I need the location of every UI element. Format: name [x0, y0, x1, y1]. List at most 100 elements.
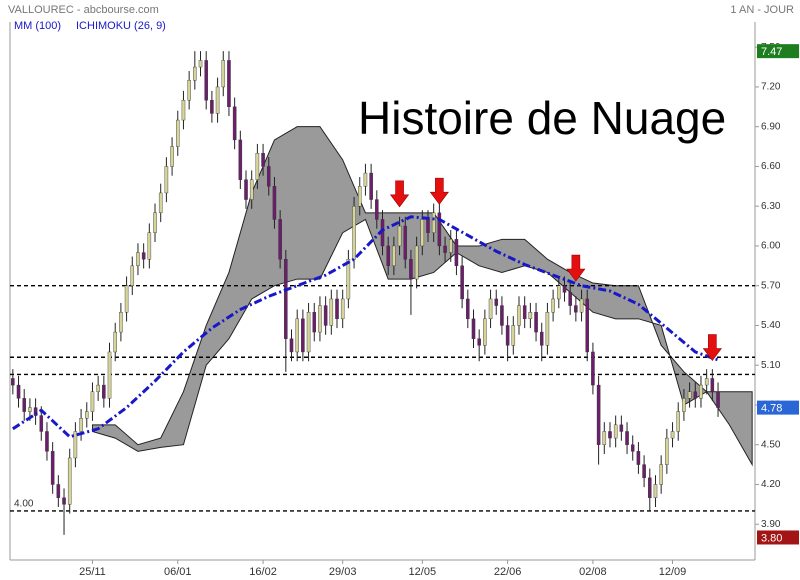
candle-body — [630, 444, 635, 452]
candle-body — [488, 298, 493, 320]
candle-body — [318, 305, 322, 333]
candle-body — [289, 338, 294, 353]
candle-body — [204, 60, 208, 101]
candle-body — [141, 252, 146, 260]
candle-body — [613, 424, 618, 439]
candle-body — [22, 398, 26, 412]
candle-body — [210, 99, 214, 114]
signal-arrow — [702, 334, 722, 362]
candle-body — [79, 418, 83, 432]
candle-body — [11, 378, 15, 386]
candle-body — [158, 192, 163, 214]
y-tick-label: 3.90 — [761, 519, 781, 530]
candle-body — [602, 431, 607, 445]
period: 1 AN - JOUR — [730, 4, 794, 16]
candle-body — [323, 305, 328, 326]
candle-body — [187, 80, 191, 101]
candle-body — [682, 398, 686, 412]
candle-body — [147, 232, 152, 260]
signal-arrow — [429, 177, 449, 205]
candle-body — [397, 225, 402, 247]
candle-body — [295, 318, 299, 353]
candle-body — [596, 384, 601, 445]
candle-body — [176, 119, 180, 147]
x-tick-label: 02/08 — [579, 566, 607, 578]
candle-body — [392, 245, 396, 267]
candle-body — [653, 484, 658, 498]
candle-body — [619, 424, 624, 432]
candle-body — [39, 415, 44, 432]
candle-body — [568, 292, 572, 306]
candle-body — [62, 497, 66, 505]
candle-body — [545, 312, 550, 346]
candle-body — [221, 60, 226, 88]
candle-body — [710, 378, 715, 392]
candle-body — [261, 152, 265, 167]
candle-body — [517, 305, 521, 326]
candle-body — [181, 99, 186, 121]
candle-body — [437, 212, 442, 247]
candle-body — [238, 139, 243, 180]
candle-body — [704, 378, 709, 386]
candle-body — [90, 391, 95, 412]
candle-body — [551, 298, 555, 313]
candle-body — [266, 166, 271, 187]
candle-body — [420, 219, 425, 247]
candle-body — [124, 285, 129, 313]
signal-arrow — [389, 180, 410, 208]
price-label: 3.80 — [761, 532, 782, 544]
candle-body — [636, 451, 641, 465]
candle-body — [50, 451, 55, 485]
candle-body — [579, 298, 584, 313]
candle-body — [312, 312, 317, 333]
candle-body — [107, 351, 112, 399]
candle-body — [357, 186, 362, 207]
candle-body — [352, 205, 356, 260]
candle-body — [96, 384, 100, 392]
candle-body — [426, 219, 430, 233]
candle-body — [539, 331, 544, 346]
candle-body — [375, 199, 379, 220]
candle-body — [306, 312, 311, 353]
candle-body — [340, 298, 345, 320]
candle-body — [443, 245, 447, 253]
candle-body — [670, 431, 675, 439]
y-tick-label: 6.00 — [761, 241, 781, 252]
moving-average — [12, 215, 719, 439]
y-tick-label: 7.20 — [761, 82, 781, 93]
candle-body — [665, 437, 669, 465]
candle-body — [346, 258, 351, 300]
candle-body — [244, 179, 248, 200]
x-tick-label: 22/06 — [494, 566, 522, 578]
candle-body — [198, 60, 203, 68]
candle-body — [693, 391, 698, 399]
annotation: Histoire de Nuage — [358, 92, 726, 144]
candle-body — [232, 106, 237, 141]
y-tick-label: 6.90 — [761, 121, 781, 132]
price-label-box — [757, 530, 799, 545]
candle-body — [625, 431, 629, 445]
candle-body — [255, 152, 260, 180]
candle-body — [409, 258, 413, 280]
candle-body — [642, 464, 646, 479]
candle-body — [448, 239, 453, 253]
candle-body — [511, 325, 516, 346]
candle-body — [329, 298, 334, 326]
y-tick-label: 6.60 — [761, 161, 781, 172]
candle-body — [113, 331, 117, 353]
y-tick-label: 4.20 — [761, 479, 781, 490]
candle-body — [45, 431, 49, 452]
candle-body — [170, 146, 174, 167]
candle-body — [301, 318, 305, 353]
candle-body — [130, 265, 135, 286]
candle-body — [562, 285, 567, 293]
price-label: 4.78 — [761, 403, 782, 415]
candle-body — [483, 318, 487, 346]
candle-body — [466, 298, 470, 320]
candle-body — [119, 312, 123, 333]
y-tick-label: 6.30 — [761, 201, 781, 212]
candle-body — [249, 179, 254, 200]
candle-body — [369, 172, 373, 200]
candle-body — [431, 212, 436, 233]
candle-body — [136, 252, 140, 267]
